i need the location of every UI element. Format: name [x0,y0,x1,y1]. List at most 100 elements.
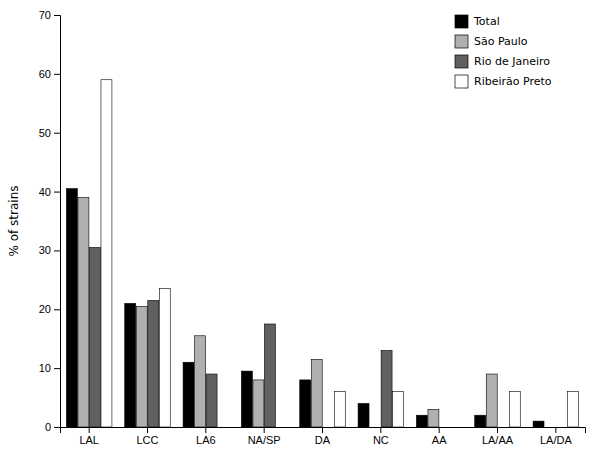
x-tick-label: LA6 [196,434,216,446]
bar-series [89,247,392,427]
x-axis: LALLCCLA6NA/SPDANCAALA/AALA/DA [61,427,586,446]
x-tick-mark [147,427,148,433]
legend-label: São Paulo [474,35,528,48]
x-tick: AA [432,427,447,446]
bar [451,427,462,428]
bar [300,380,311,427]
y-tick: 70 [39,9,60,21]
bar [486,374,497,427]
x-tick-label: LCC [136,434,158,446]
x-axis-line [61,428,586,434]
y-tick: 30 [39,244,60,256]
bar [183,362,194,427]
y-tick: 20 [39,303,60,315]
bar [556,427,567,428]
x-tick: LA/DA [540,427,572,446]
bar [136,306,147,427]
bar-series [78,197,497,427]
x-tick: DA [315,427,331,446]
x-tick-mark [89,427,90,433]
bar [148,300,159,427]
x-tick-mark [264,427,265,433]
bar [393,392,404,427]
bar-series [66,189,544,427]
legend-swatch [455,75,468,88]
x-tick: NA/SP [248,427,281,446]
bar [78,197,89,427]
legend-item: Ribeirão Preto [455,75,552,88]
x-tick-label: LAL [79,434,99,446]
bar [533,421,544,427]
x-tick: LAL [79,427,99,446]
legend: Total São Paulo Rio de Janeiro Ribeirão Pre… [455,15,552,88]
bar [195,336,206,427]
bar [370,427,381,428]
bar [498,427,509,428]
bar [323,427,334,428]
legend-item: Total [455,15,500,28]
y-tick-label: 40 [39,186,51,198]
legend-item: São Paulo [455,35,528,48]
y-tick-mark [54,74,60,75]
bar [416,415,427,427]
y-tick: 60 [39,68,60,80]
bar [568,392,579,427]
y-tick-label: 70 [39,9,51,21]
x-tick-label: DA [315,434,331,446]
y-tick-mark [54,309,60,310]
legend-label: Ribeirão Preto [474,75,552,88]
bar [218,427,229,428]
y-tick-mark [54,250,60,251]
bar-series [101,80,579,427]
x-tick: LA/AA [482,427,514,446]
y-tick: 40 [39,186,60,198]
bar [206,374,217,427]
y-axis-line [54,16,61,428]
y-tick-mark [54,192,60,193]
legend-item: Rio de Janeiro [455,55,550,68]
bar [66,189,77,427]
bar [509,392,520,427]
bar [545,427,556,428]
y-tick: 50 [39,127,60,139]
bar [264,324,275,427]
bar [276,427,287,428]
y-axis: 0 10 20 30 40 50 60 70 [39,9,61,433]
plot: 010203040506070LALLCCLA6NA/SPDANCAALA/AA… [7,9,586,446]
x-tick: LCC [136,427,158,446]
bar [125,303,136,427]
y-tick-label: 0 [45,421,51,433]
x-tick-mark [555,427,556,433]
legend-swatch [455,35,468,48]
y-tick-label: 30 [39,244,51,256]
bar [159,289,170,427]
x-tick-mark [439,427,440,433]
bar [253,380,264,427]
y-tick: 0 [45,421,60,433]
bar [334,392,345,427]
legend-swatch [455,15,468,28]
bar [475,415,486,427]
y-tick-label: 60 [39,68,51,80]
y-tick-mark [54,368,60,369]
bar [381,350,392,427]
y-tick-mark [54,15,60,16]
chart: 010203040506070LALLCCLA6NA/SPDANCAALA/AA… [0,0,600,462]
y-axis-title: % of strains [7,185,21,256]
y-tick-label: 50 [39,127,51,139]
x-tick: LA6 [196,427,216,446]
x-tick-label: AA [432,434,447,446]
bar [241,371,252,427]
x-tick-mark [497,427,498,433]
bar [428,409,439,427]
x-tick-mark [380,427,381,433]
x-tick-mark [205,427,206,433]
x-tick-label: NA/SP [248,434,281,446]
y-tick-label: 10 [39,362,51,374]
y-tick-label: 20 [39,303,51,315]
y-tick: 10 [39,362,60,374]
legend-label: Rio de Janeiro [474,55,550,68]
bar [439,427,450,428]
bars [66,80,578,427]
y-tick-mark [54,427,60,428]
